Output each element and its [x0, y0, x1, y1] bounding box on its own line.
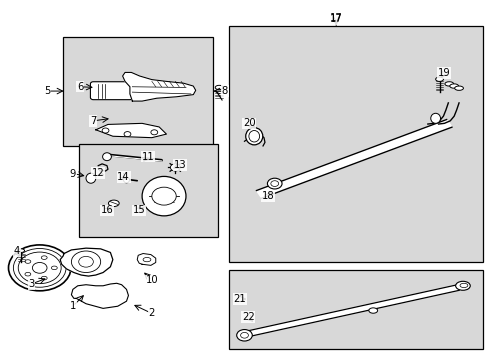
- Ellipse shape: [449, 84, 458, 88]
- Circle shape: [18, 252, 61, 284]
- Ellipse shape: [123, 177, 129, 183]
- Ellipse shape: [459, 283, 467, 288]
- Text: 2: 2: [148, 309, 155, 318]
- Circle shape: [102, 128, 109, 133]
- Text: 18: 18: [261, 191, 274, 201]
- Circle shape: [240, 332, 248, 338]
- Ellipse shape: [102, 153, 111, 161]
- Bar: [228, 270, 483, 348]
- Ellipse shape: [108, 200, 119, 207]
- Text: 8: 8: [222, 86, 228, 96]
- Polygon shape: [256, 120, 451, 198]
- Polygon shape: [137, 253, 156, 265]
- Text: 9: 9: [69, 168, 76, 179]
- Circle shape: [13, 248, 66, 287]
- Circle shape: [79, 256, 93, 267]
- Text: 14: 14: [117, 172, 130, 182]
- Text: 17: 17: [329, 13, 342, 23]
- Text: 10: 10: [145, 275, 158, 285]
- Circle shape: [8, 245, 71, 291]
- Ellipse shape: [142, 176, 185, 216]
- Text: 21: 21: [233, 294, 245, 304]
- Circle shape: [71, 251, 101, 273]
- Bar: [228, 26, 483, 262]
- Ellipse shape: [248, 131, 259, 142]
- Circle shape: [267, 178, 282, 189]
- Circle shape: [32, 262, 47, 273]
- Ellipse shape: [454, 86, 463, 90]
- Circle shape: [170, 164, 180, 171]
- Polygon shape: [122, 72, 195, 101]
- Ellipse shape: [444, 82, 453, 86]
- Ellipse shape: [430, 113, 440, 123]
- Text: 11: 11: [142, 152, 154, 162]
- Text: 1: 1: [69, 301, 76, 311]
- Text: 7: 7: [90, 116, 96, 126]
- Text: 20: 20: [243, 118, 255, 128]
- Polygon shape: [96, 123, 166, 138]
- Circle shape: [236, 329, 252, 341]
- Ellipse shape: [25, 260, 31, 263]
- Circle shape: [151, 130, 158, 135]
- Text: 12: 12: [92, 168, 104, 178]
- Text: 19: 19: [437, 68, 450, 78]
- Ellipse shape: [86, 173, 96, 183]
- Circle shape: [152, 187, 176, 205]
- Text: 6: 6: [77, 82, 83, 92]
- Text: 5: 5: [44, 86, 50, 96]
- Circle shape: [124, 132, 131, 136]
- Ellipse shape: [51, 266, 57, 270]
- Text: 13: 13: [173, 160, 186, 170]
- Ellipse shape: [41, 276, 47, 280]
- Polygon shape: [60, 248, 113, 276]
- Ellipse shape: [435, 77, 443, 81]
- Text: 16: 16: [101, 206, 113, 216]
- Bar: [63, 37, 212, 146]
- Ellipse shape: [18, 249, 24, 252]
- Text: 4: 4: [14, 246, 20, 256]
- Ellipse shape: [143, 257, 151, 262]
- Ellipse shape: [245, 128, 262, 145]
- Circle shape: [270, 181, 278, 186]
- Ellipse shape: [41, 256, 47, 260]
- Ellipse shape: [455, 281, 469, 290]
- Text: 15: 15: [133, 206, 145, 216]
- FancyBboxPatch shape: [90, 82, 133, 100]
- Ellipse shape: [215, 85, 223, 90]
- Polygon shape: [248, 285, 458, 336]
- Text: 22: 22: [242, 312, 254, 322]
- Polygon shape: [71, 283, 128, 309]
- Text: 3: 3: [28, 279, 35, 289]
- Ellipse shape: [368, 308, 377, 313]
- Ellipse shape: [25, 273, 31, 276]
- Text: 17: 17: [329, 14, 342, 24]
- Bar: [79, 144, 217, 237]
